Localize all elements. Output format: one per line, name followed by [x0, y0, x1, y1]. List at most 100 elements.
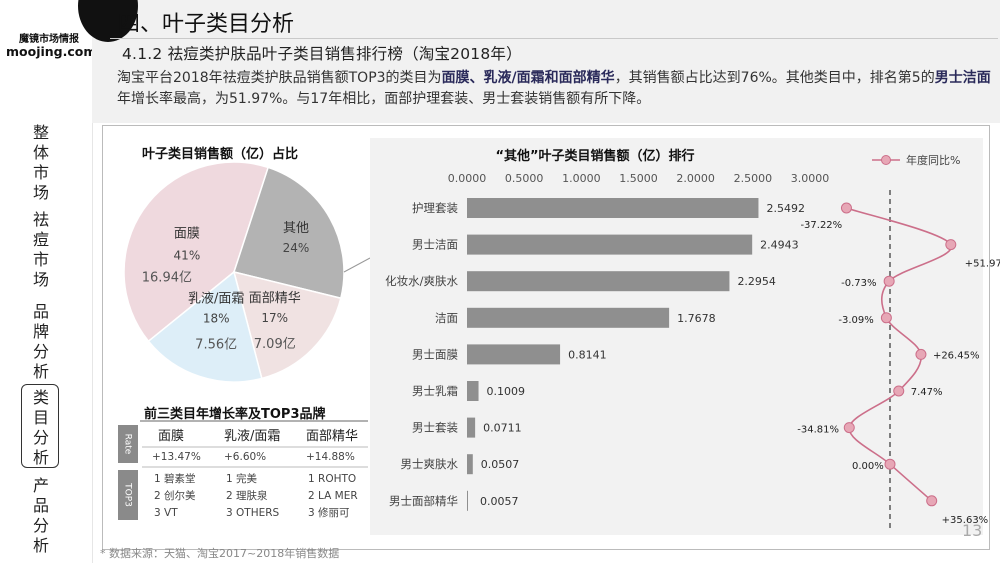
page-number: 13: [962, 521, 983, 540]
table-col-header-0: 面膜: [158, 429, 184, 444]
x-tick-1: 0.5000: [505, 172, 544, 185]
table-col-header-2: 面部精华: [306, 429, 358, 444]
bar-value-5: 0.1009: [487, 385, 526, 398]
bar-1: [467, 234, 753, 255]
yoy-label-7: 0.00%: [852, 461, 884, 472]
bar-value-4: 0.8141: [568, 348, 607, 361]
summary-text-1: 淘宝平台2018年祛痘类护肤品销售额TOP3的类目为: [117, 70, 442, 86]
yoy-point-1: [945, 239, 957, 251]
yoy-point-4: [915, 348, 927, 360]
bar-category-6: 男士套装: [412, 421, 458, 435]
growth-table-title: 前三类目年增长率及TOP3品牌: [144, 407, 326, 422]
top3-tab: [118, 470, 138, 520]
page-subtitle: 4.1.2 祛痘类护肤品叶子类目销售排行榜（淘宝2018年）: [122, 45, 522, 63]
header-band: [92, 0, 1000, 123]
yoy-point-6: [843, 422, 855, 434]
table-brand-0-0: 1 碧素堂: [154, 472, 196, 485]
bar-8: [467, 490, 468, 511]
bar-value-1: 2.4943: [760, 239, 799, 252]
table-brand-1-1: 2 理肤泉: [226, 489, 268, 502]
yoy-label-4: +26.45%: [933, 350, 980, 361]
growth-brand-table: Rate TOP3 面膜 +13.47% 1 碧素堂 2 创尔美 3 VT 乳液/面霜 +6.6…: [118, 420, 368, 520]
summary-paragraph: 淘宝平台2018年祛痘类护肤品销售额TOP3的类目为面膜、乳液/面霜和面部精华，…: [117, 68, 997, 110]
bar-category-3: 洁面: [435, 311, 458, 325]
summary-highlight-top3: 面膜、乳液/面霜和面部精华: [441, 70, 615, 86]
table-brand-0-2: 3 VT: [154, 507, 178, 519]
pie-chart: 面膜 41% 16.94亿 其他 24% 面部精华 17% 7.09亿 乳液/面霜 18% 7.56…: [123, 161, 370, 383]
summary-text-3: 年增长率最高，为51.97%。与17年相比，面部护理套装、男士套装销售额有所下降…: [117, 91, 651, 107]
pie-pct-lotion: 18%: [203, 311, 230, 325]
x-tick-3: 1.5000: [619, 172, 658, 185]
x-tick-4: 2.0000: [676, 172, 715, 185]
yoy-point-0: [840, 202, 852, 214]
top3-tab-label: TOP3: [123, 482, 133, 507]
bar-2: [467, 271, 730, 292]
table-rate-2: +14.88%: [306, 451, 355, 463]
rate-tab-label: Rate: [123, 434, 133, 455]
sidebar-item-acne-market[interactable]: 祛痘市场: [32, 210, 49, 289]
table-brand-1-0: 1 完美: [226, 472, 258, 485]
yoy-point-3: [880, 312, 892, 324]
summary-text-2: ，其销售额占比达到76%。其他类目中，排名第5的: [614, 70, 935, 86]
bar-7: [467, 454, 473, 475]
sidebar-item-product-analysis[interactable]: 产品分析: [32, 476, 49, 555]
bar-category-4: 男士面膜: [412, 347, 458, 361]
legend-marker-swatch: [881, 155, 891, 165]
yoy-point-7: [884, 458, 896, 470]
rate-tab: [118, 425, 138, 463]
table-brand-1-2: 3 OTHERS: [226, 507, 280, 519]
bar-value-6: 0.0711: [483, 422, 522, 435]
bar-category-1: 男士洁面: [412, 238, 458, 252]
section-title: 四、叶子类目分析: [118, 12, 295, 37]
x-tick-6: 3.0000: [791, 172, 830, 185]
pie-chart-title: 叶子类目销售额（亿）占比: [142, 147, 299, 162]
pie-label-other: 其他: [283, 221, 309, 236]
yoy-label-2: -0.73%: [841, 278, 876, 289]
table-brand-2-2: 3 修丽可: [308, 506, 350, 519]
pie-leader-line: [343, 257, 370, 273]
x-tick-2: 1.0000: [562, 172, 601, 185]
bar-6: [467, 417, 476, 438]
sidebar-item-brand-analysis[interactable]: 品牌分析: [32, 302, 49, 381]
yoy-point-5: [893, 385, 905, 397]
yoy-label-3: -3.09%: [838, 315, 873, 326]
table-rate-0: +13.47%: [152, 451, 201, 463]
bar-category-2: 化妆水/爽肤水: [385, 274, 458, 288]
pie-slice-essence: [232, 270, 342, 380]
summary-highlight-men-cleanser: 男士洁面: [934, 70, 991, 86]
pie-slice-facemask: [123, 161, 270, 343]
pie-label-essence: 面部精华: [249, 291, 301, 306]
bar-chart-title: “其他”叶子类目销售额（亿）排行: [495, 148, 694, 164]
source-note: * 数据来源：天猫、淘宝2017~2018年销售数据: [100, 547, 340, 560]
pie-slice-lotion: [147, 270, 263, 383]
pie-label-lotion: 乳液/面霜: [188, 291, 244, 306]
pie-pct-facemask: 41%: [174, 249, 201, 263]
bar-5: [467, 381, 479, 401]
bar-0: [467, 198, 759, 218]
yoy-label-5: 7.47%: [911, 387, 943, 398]
sidebar: [0, 0, 92, 563]
bar-category-5: 男士乳霜: [412, 384, 458, 398]
table-brand-2-0: 1 ROHTO: [308, 473, 356, 485]
bar-category-7: 男士爽肤水: [401, 457, 459, 471]
bar-category-0: 护理套装: [412, 201, 458, 215]
bar-value-0: 2.5492: [766, 202, 805, 215]
pie-slice-other: [233, 166, 345, 300]
legend-label: 年度同比%: [906, 153, 960, 167]
pie-value-lotion: 7.56亿: [195, 337, 237, 352]
logo-en: moojing.com: [6, 44, 97, 59]
bar-category-8: 男士面部精华: [389, 494, 458, 508]
bar-value-2: 2.2954: [737, 275, 776, 288]
sidebar-item-overall-market[interactable]: 整体市场: [32, 123, 49, 202]
x-tick-0: 0.0000: [448, 172, 487, 185]
yoy-label-8: +35.63%: [942, 515, 989, 526]
pie-pct-essence: 17%: [261, 311, 288, 325]
yoy-label-1: +51.97%: [965, 259, 1000, 270]
nav-active-indicator: [21, 384, 59, 468]
yoy-point-8: [926, 495, 938, 507]
x-tick-5: 2.5000: [734, 172, 773, 185]
sidebar-item-category-analysis[interactable]: 类目分析: [32, 388, 49, 467]
pie-value-essence: 7.09亿: [254, 337, 296, 352]
sidebar-divider: [92, 0, 93, 563]
table-brand-2-1: 2 LA MER: [308, 490, 358, 502]
